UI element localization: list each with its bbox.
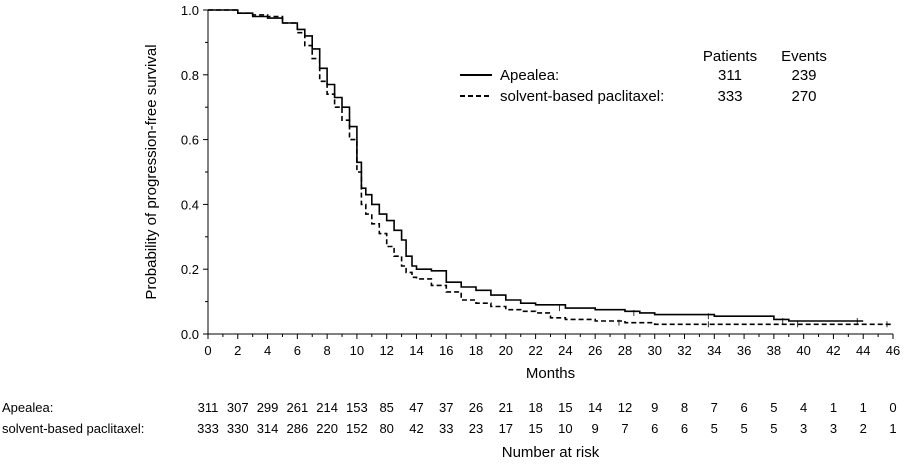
x-tick-label: 20 [499, 343, 513, 358]
x-axis-title: Months [526, 365, 575, 382]
x-tick-label: 34 [707, 343, 721, 358]
risk-value: 6 [740, 400, 747, 415]
y-tick-label: 0.4 [181, 197, 199, 212]
risk-value: 37 [439, 400, 453, 415]
risk-value: 7 [711, 400, 718, 415]
risk-value: 299 [257, 400, 279, 415]
risk-value: 26 [469, 400, 483, 415]
risk-value: 9 [592, 421, 599, 436]
risk-value: 1 [860, 400, 867, 415]
risk-value: 21 [499, 400, 513, 415]
risk-value: 330 [227, 421, 249, 436]
x-tick-label: 30 [648, 343, 662, 358]
risk-value: 85 [379, 400, 393, 415]
risk-value: 10 [558, 421, 572, 436]
risk-row-label-1: solvent-based paclitaxel: [2, 421, 144, 436]
risk-value: 307 [227, 400, 249, 415]
x-tick-label: 36 [737, 343, 751, 358]
risk-row-label-0: Apealea: [2, 400, 53, 415]
risk-value: 220 [316, 421, 338, 436]
risk-value: 5 [770, 421, 777, 436]
risk-value: 12 [618, 400, 632, 415]
x-tick-label: 28 [618, 343, 632, 358]
y-tick-label: 0.0 [181, 327, 199, 342]
risk-value: 15 [528, 421, 542, 436]
risk-value: 7 [621, 421, 628, 436]
x-tick-label: 38 [767, 343, 781, 358]
risk-value: 8 [681, 400, 688, 415]
survival-curves [208, 9, 893, 328]
risk-value: 333 [197, 421, 219, 436]
risk-value: 1 [889, 421, 896, 436]
legend-header-events: Events [781, 48, 827, 65]
risk-value: 3 [830, 421, 837, 436]
risk-value: 5 [711, 421, 718, 436]
x-tick-label: 2 [234, 343, 241, 358]
risk-value: 0 [889, 400, 896, 415]
risk-value: 6 [681, 421, 688, 436]
x-tick-label: 10 [350, 343, 364, 358]
x-tick-label: 40 [796, 343, 810, 358]
risk-value: 214 [316, 400, 338, 415]
legend-label-0: Apealea: [500, 67, 559, 84]
risk-value: 23 [469, 421, 483, 436]
risk-table-title: Number at risk [502, 444, 600, 461]
risk-value: 47 [409, 400, 423, 415]
risk-value: 261 [286, 400, 308, 415]
risk-value: 17 [499, 421, 513, 436]
risk-value: 2 [860, 421, 867, 436]
risk-value: 15 [558, 400, 572, 415]
x-tick-label: 14 [409, 343, 423, 358]
risk-value: 4 [800, 400, 807, 415]
risk-value: 152 [346, 421, 368, 436]
x-tick-label: 24 [558, 343, 572, 358]
legend-label-1: solvent-based paclitaxel: [500, 88, 664, 105]
x-tick-label: 46 [886, 343, 900, 358]
risk-value: 42 [409, 421, 423, 436]
risk-value: 9 [651, 400, 658, 415]
y-tick-label: 0.6 [181, 133, 199, 148]
risk-value: 6 [651, 421, 658, 436]
legend-patients-1: 333 [717, 88, 742, 105]
legend-header-patients: Patients [703, 48, 757, 65]
x-tick-label: 16 [439, 343, 453, 358]
legend-patients-0: 311 [718, 67, 742, 84]
risk-value: 80 [379, 421, 393, 436]
x-tick-label: 6 [294, 343, 301, 358]
y-tick-label: 1.0 [181, 3, 199, 18]
y-tick-label: 0.8 [181, 68, 199, 83]
risk-value: 5 [740, 421, 747, 436]
x-tick-label: 8 [324, 343, 331, 358]
x-tick-label: 22 [528, 343, 542, 358]
x-tick-label: 44 [856, 343, 870, 358]
x-tick-label: 12 [379, 343, 393, 358]
risk-value: 5 [770, 400, 777, 415]
risk-value: 14 [588, 400, 602, 415]
risk-value: 18 [528, 400, 542, 415]
risk-value: 33 [439, 421, 453, 436]
risk-value: 1 [830, 400, 837, 415]
y-tick-label: 0.2 [181, 262, 199, 277]
x-tick-label: 26 [588, 343, 602, 358]
y-axis-title: Probability of progression-free survival [143, 44, 160, 299]
x-tick-label: 0 [204, 343, 211, 358]
risk-value: 3 [800, 421, 807, 436]
series-line-1 [208, 9, 893, 326]
legend-events-0: 239 [791, 67, 816, 84]
x-tick-label: 42 [826, 343, 840, 358]
x-tick-label: 18 [469, 343, 483, 358]
x-tick-label: 32 [677, 343, 691, 358]
risk-value: 286 [286, 421, 308, 436]
plot-axes: 0 2 4 6 8 10 12 14 16 18 20 22 24 26 28 30 32 34 36 38 40 42 4… [143, 3, 900, 382]
risk-value: 153 [346, 400, 368, 415]
legend-events-1: 270 [791, 88, 816, 105]
x-tick-label: 4 [264, 343, 271, 358]
legend: Patients Events Apealea: 311 239 solvent-base… [460, 48, 827, 105]
risk-value: 311 [198, 400, 219, 415]
series-line-0 [208, 9, 864, 322]
risk-value: 314 [257, 421, 279, 436]
risk-table: Apealea: 311 307 299 261 214 153 85 47 37 26 21 18 15… [2, 400, 897, 461]
